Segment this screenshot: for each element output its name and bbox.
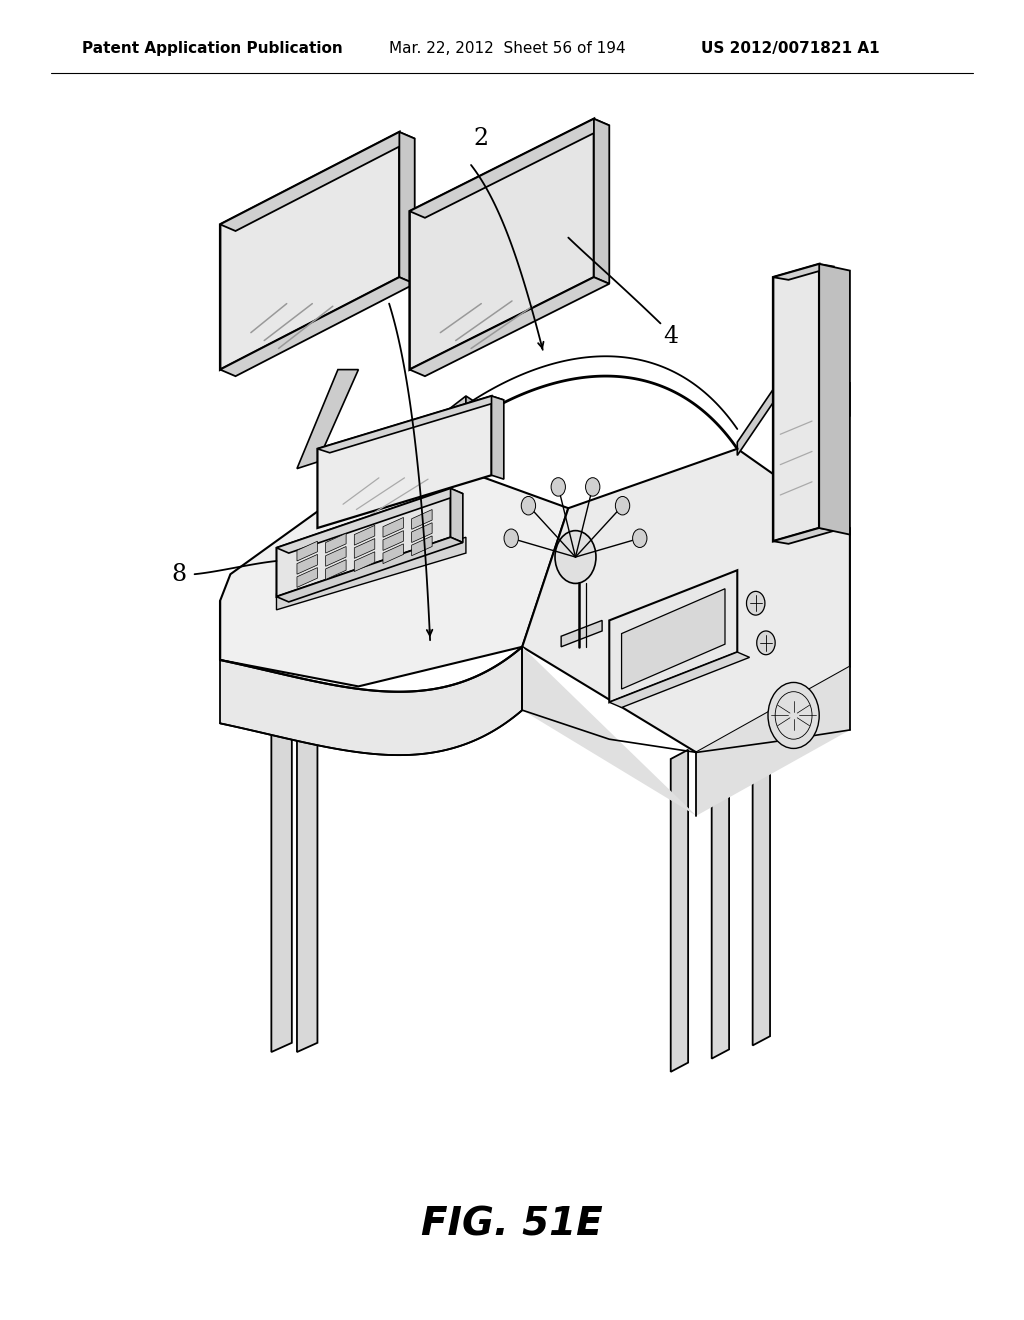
Polygon shape <box>297 568 317 587</box>
Text: 8: 8 <box>172 562 186 586</box>
Polygon shape <box>773 264 835 280</box>
Polygon shape <box>383 544 403 564</box>
Text: US 2012/0071821 A1: US 2012/0071821 A1 <box>701 41 880 57</box>
Polygon shape <box>317 396 504 453</box>
Polygon shape <box>451 488 463 543</box>
Polygon shape <box>671 750 688 1072</box>
Polygon shape <box>492 396 504 479</box>
Polygon shape <box>410 277 609 376</box>
Polygon shape <box>220 647 522 755</box>
Polygon shape <box>522 449 850 752</box>
Polygon shape <box>271 697 292 1052</box>
Circle shape <box>551 478 565 496</box>
Polygon shape <box>410 119 594 370</box>
Polygon shape <box>383 531 403 550</box>
Text: FIG. 51E: FIG. 51E <box>421 1206 603 1243</box>
Polygon shape <box>594 119 609 284</box>
Polygon shape <box>276 537 463 602</box>
Polygon shape <box>220 277 415 376</box>
Text: 12: 12 <box>364 272 394 296</box>
Circle shape <box>555 531 596 583</box>
Polygon shape <box>712 733 729 1059</box>
Polygon shape <box>622 589 725 689</box>
Polygon shape <box>220 132 399 370</box>
Polygon shape <box>412 510 432 529</box>
Circle shape <box>521 496 536 515</box>
Polygon shape <box>819 264 850 535</box>
Polygon shape <box>561 620 602 647</box>
Polygon shape <box>220 449 568 686</box>
Text: Mar. 22, 2012  Sheet 56 of 194: Mar. 22, 2012 Sheet 56 of 194 <box>389 41 626 57</box>
Polygon shape <box>609 570 737 702</box>
Polygon shape <box>276 488 463 553</box>
Polygon shape <box>383 517 403 537</box>
Polygon shape <box>297 541 317 561</box>
Polygon shape <box>737 389 773 455</box>
Circle shape <box>768 682 819 748</box>
Text: Patent Application Publication: Patent Application Publication <box>82 41 343 57</box>
Circle shape <box>504 529 518 548</box>
Polygon shape <box>220 132 415 231</box>
Polygon shape <box>819 379 850 416</box>
Polygon shape <box>522 647 850 816</box>
Polygon shape <box>773 528 835 544</box>
Polygon shape <box>440 396 466 475</box>
Circle shape <box>586 478 600 496</box>
Polygon shape <box>317 396 492 528</box>
Polygon shape <box>276 488 451 597</box>
Polygon shape <box>297 370 358 469</box>
Polygon shape <box>354 552 375 572</box>
Circle shape <box>633 529 647 548</box>
Circle shape <box>757 631 775 655</box>
Polygon shape <box>773 264 819 541</box>
Polygon shape <box>399 132 415 284</box>
Polygon shape <box>412 523 432 543</box>
Polygon shape <box>753 714 770 1045</box>
Polygon shape <box>276 537 466 610</box>
Polygon shape <box>326 546 346 566</box>
Polygon shape <box>297 554 317 574</box>
Circle shape <box>615 496 630 515</box>
Polygon shape <box>326 533 346 553</box>
Circle shape <box>746 591 765 615</box>
Polygon shape <box>412 536 432 556</box>
Text: 2: 2 <box>474 127 488 150</box>
Polygon shape <box>326 560 346 579</box>
Polygon shape <box>466 396 497 475</box>
Polygon shape <box>354 539 375 558</box>
Polygon shape <box>609 652 750 708</box>
Polygon shape <box>410 119 609 218</box>
Polygon shape <box>297 704 317 1052</box>
Text: 4: 4 <box>664 325 678 348</box>
Polygon shape <box>354 525 375 545</box>
